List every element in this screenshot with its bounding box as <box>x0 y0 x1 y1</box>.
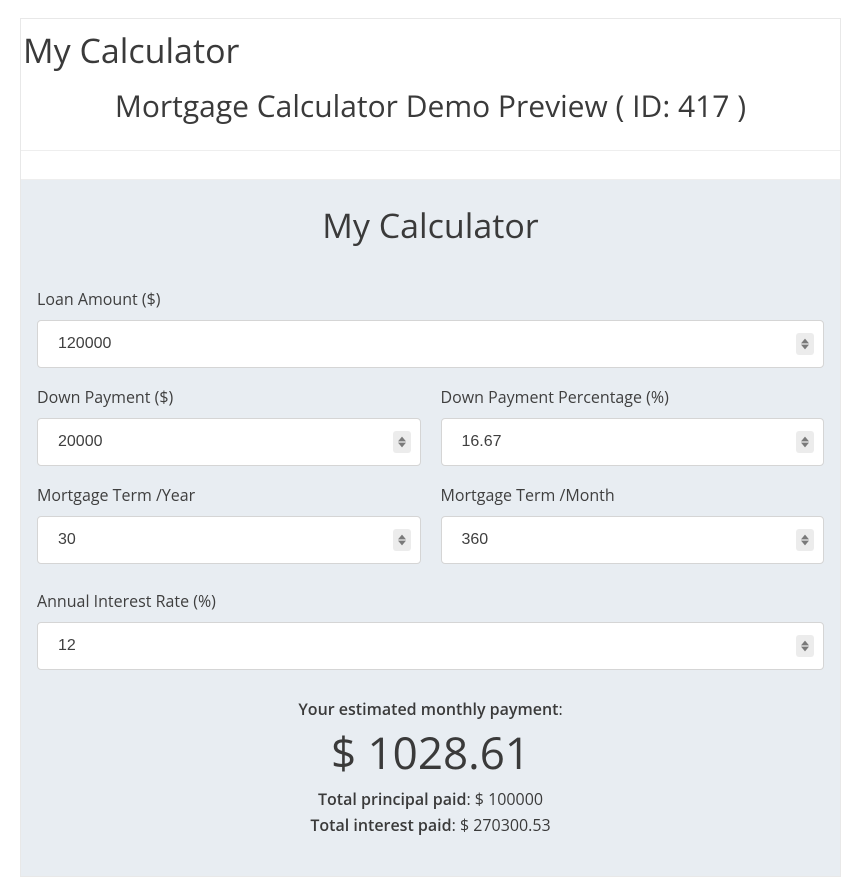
term-year-input[interactable] <box>37 516 421 564</box>
estimate-label: Your estimated monthly payment: <box>37 698 824 720</box>
monthly-payment-value: $ 1028.61 <box>37 722 824 782</box>
loan-amount-label: Loan Amount ($) <box>37 288 824 310</box>
down-payment-pct-stepper[interactable] <box>796 431 814 453</box>
chevron-down-icon <box>801 442 809 448</box>
calculator-title: My Calculator <box>37 202 824 248</box>
panel-header: My Calculator Mortgage Calculator Demo P… <box>21 19 840 150</box>
chevron-down-icon <box>801 540 809 546</box>
term-month-field <box>441 516 825 564</box>
down-payment-input[interactable] <box>37 418 421 466</box>
principal-value: : $ 100000 <box>466 788 543 810</box>
down-payment-field <box>37 418 421 466</box>
interest-line: Total interest paid: $ 270300.53 <box>37 814 824 836</box>
results-section: Your estimated monthly payment: $ 1028.6… <box>37 698 824 836</box>
estimate-label-text: Your estimated monthly payment <box>298 698 558 720</box>
chevron-down-icon <box>398 442 406 448</box>
chevron-down-icon <box>801 646 809 652</box>
interest-rate-stepper[interactable] <box>796 635 814 657</box>
down-payment-pct-input[interactable] <box>441 418 825 466</box>
term-year-field <box>37 516 421 564</box>
interest-rate-label: Annual Interest Rate (%) <box>37 590 824 612</box>
down-payment-pct-field <box>441 418 825 466</box>
term-year-label: Mortgage Term /Year <box>37 484 421 506</box>
principal-line: Total principal paid: $ 100000 <box>37 788 824 810</box>
loan-amount-field <box>37 320 824 368</box>
down-payment-pct-label: Down Payment Percentage (%) <box>441 386 825 408</box>
interest-label: Total interest paid <box>310 814 451 836</box>
page-subtitle: Mortgage Calculator Demo Preview ( ID: 4… <box>21 85 840 126</box>
interest-rate-input[interactable] <box>37 622 824 670</box>
term-month-stepper[interactable] <box>796 529 814 551</box>
section-divider <box>21 150 840 180</box>
down-payment-stepper[interactable] <box>393 431 411 453</box>
main-panel: My Calculator Mortgage Calculator Demo P… <box>20 18 841 877</box>
loan-amount-input[interactable] <box>37 320 824 368</box>
loan-amount-stepper[interactable] <box>796 333 814 355</box>
term-year-stepper[interactable] <box>393 529 411 551</box>
app-title: My Calculator <box>21 27 840 73</box>
term-month-input[interactable] <box>441 516 825 564</box>
down-payment-label: Down Payment ($) <box>37 386 421 408</box>
interest-rate-field <box>37 622 824 670</box>
term-month-label: Mortgage Term /Month <box>441 484 825 506</box>
calculator-body: My Calculator Loan Amount ($) Down Payme… <box>21 180 840 876</box>
principal-label: Total principal paid <box>318 788 466 810</box>
chevron-down-icon <box>398 540 406 546</box>
chevron-down-icon <box>801 344 809 350</box>
interest-value: : $ 270300.53 <box>452 814 551 836</box>
